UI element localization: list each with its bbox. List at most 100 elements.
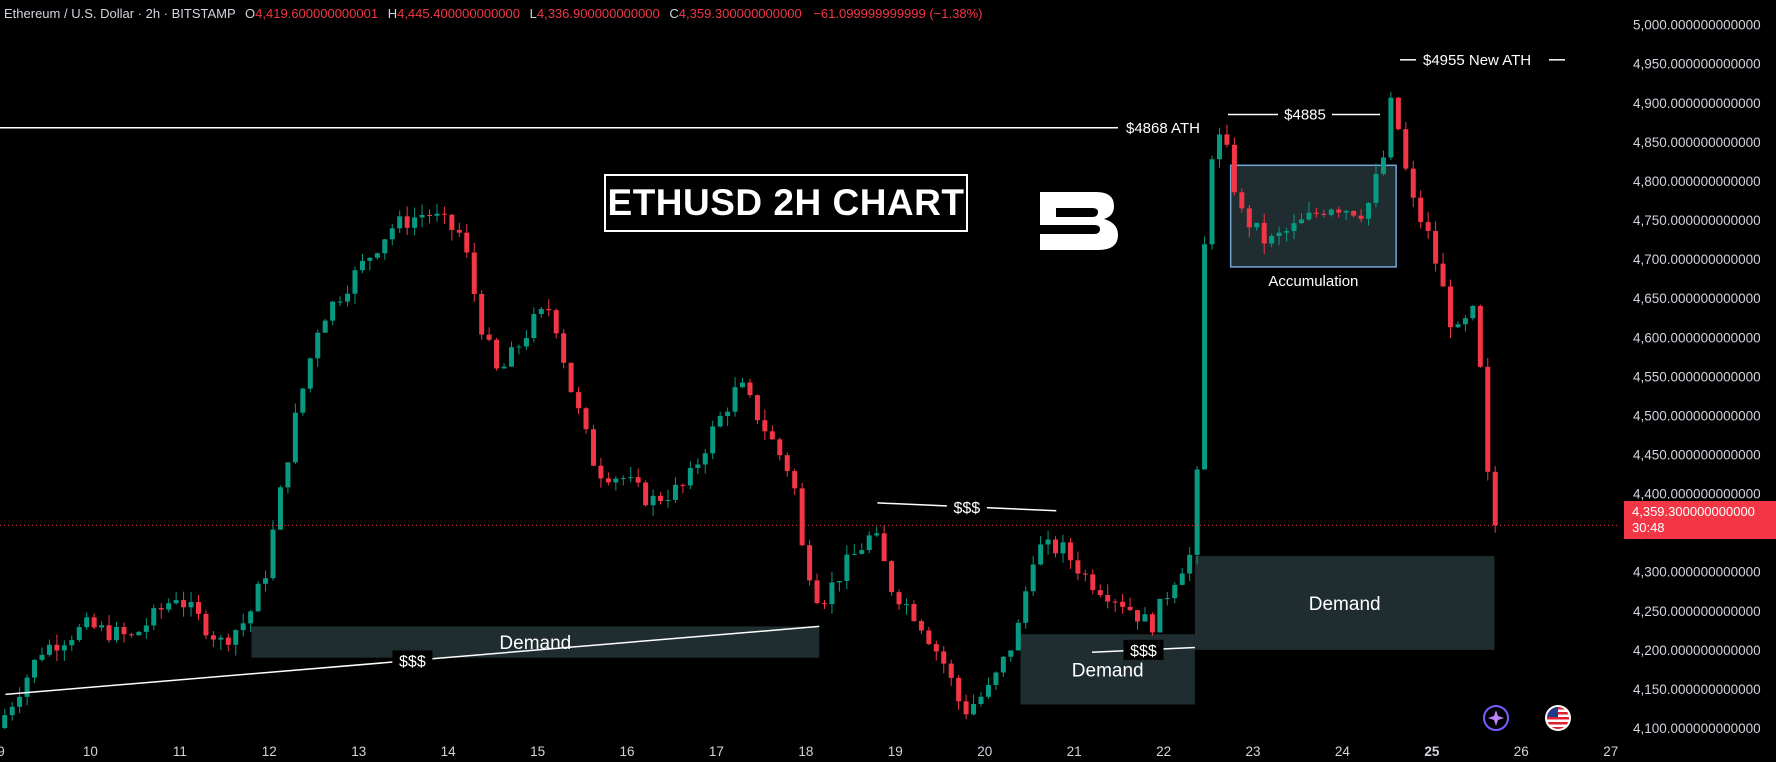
candle-body [784,455,790,472]
candle-body [605,478,611,483]
candle-body [963,701,969,715]
candle-body [1433,230,1439,264]
us-flag-icon[interactable] [1544,704,1572,732]
candle-body [1291,223,1297,232]
candle-body [99,625,105,628]
candle-body [2,715,8,728]
candle-body [1000,656,1006,673]
candle-body [300,388,306,413]
y-tick-label: 4,950.000000000000 [1633,57,1761,72]
y-tick-label: 4,800.000000000000 [1633,174,1761,189]
candle-body [1418,197,1424,223]
liquidity-label-bg [1123,639,1164,660]
candle-body [84,617,90,628]
candle-body [501,366,507,369]
candle-body [807,545,813,581]
candle-body [1187,554,1193,574]
candle-body [1485,366,1491,472]
candle-body [195,601,201,614]
demand-label: Demand [1072,660,1144,681]
accumulation-zone [1229,164,1397,268]
y-tick-label: 4,750.000000000000 [1633,213,1761,228]
x-tick-label: 19 [888,744,903,759]
candle-body [762,420,768,432]
candle-body [397,216,403,229]
x-tick-label: 9 [0,744,5,759]
candle-body [352,270,358,294]
candle-body [672,484,678,500]
candle-body [643,482,649,506]
candle-body [1284,231,1290,233]
candle-body [851,553,857,555]
candle-body [598,465,604,479]
candle-body [859,550,865,554]
candle-body [1067,542,1073,561]
candle-body [17,696,23,707]
candle-body [1351,210,1357,216]
candle-body [583,408,589,430]
candle-body [233,630,239,645]
candle-body [248,611,254,624]
candle-body [918,621,924,631]
candle-body [1477,305,1483,367]
candle-body [315,332,321,359]
candle-body [471,252,477,295]
candle-body [263,578,269,584]
candle-body [1015,622,1021,651]
candle-body [225,637,231,645]
candle-body [69,640,75,646]
candle-body [933,644,939,652]
candle-body [1045,539,1051,545]
x-tick-label: 21 [1067,744,1082,759]
candle-body [9,706,15,716]
candle-body [799,488,805,546]
candle-body [740,382,746,388]
candle-body [1448,286,1454,328]
candle-body [985,684,991,697]
candle-body [1135,610,1141,622]
sparkle-icon[interactable] [1482,704,1510,732]
candle-body [494,339,500,369]
candle-body [1097,590,1103,596]
candle-body [1492,471,1498,526]
candle-body [449,214,455,230]
candle-body [1462,318,1468,325]
candle-body [91,617,97,628]
y-tick-label: 4,300.000000000000 [1633,565,1761,580]
candle-body [732,387,738,412]
candle-body [76,627,82,641]
candle-body [531,313,537,339]
candle-body [553,310,559,334]
candle-body [464,232,470,253]
liquidity-label-bg [392,650,433,671]
candle-body [1164,598,1170,600]
candle-body [270,529,276,579]
candle-body [792,471,798,489]
x-tick-label: 25 [1424,744,1440,759]
candle-body [419,214,425,218]
y-tick-label: 4,200.000000000000 [1633,643,1761,658]
candle-body [844,554,850,581]
close-label: C [669,6,679,21]
candle-body [1298,219,1304,224]
candle-body [456,229,462,233]
candle-body [434,213,440,216]
candle-body [1336,209,1342,213]
candle-body [971,703,977,715]
x-tick-label: 17 [709,744,724,759]
candle-body [1209,159,1215,245]
candle-body [1142,614,1148,622]
candle-body [546,308,552,311]
candle-body [1075,560,1081,574]
candle-body [911,604,917,622]
candle-body [1157,598,1163,633]
x-tick-label: 27 [1603,744,1618,759]
candle-body [218,637,224,640]
candle-body [292,412,298,463]
candle-body [710,426,716,454]
new-ath-label: $4955 New ATH [1423,52,1531,69]
candle-body [1328,209,1334,215]
demand-zone [251,626,820,658]
candle-body [1455,324,1461,328]
